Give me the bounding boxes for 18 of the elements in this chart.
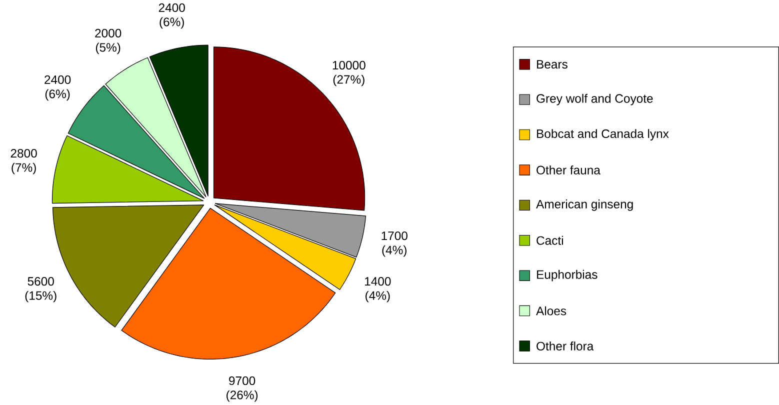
data-label: 1700 (4%) — [382, 231, 408, 257]
legend-label: Grey wolf and Coyote — [536, 94, 653, 106]
data-label: 10000 (27%) — [332, 60, 366, 86]
legend-label: Aloes — [536, 306, 566, 316]
data-label: 2400 (6%) — [44, 75, 71, 101]
data-label: 5600 (15%) — [25, 276, 56, 302]
legend-label: Euphorbias — [537, 270, 598, 282]
legend-label: Other flora — [536, 341, 594, 350]
legend-label: Bears — [537, 60, 568, 69]
legend-label: American ginseng — [536, 199, 633, 211]
legend-label: Bobcat and Canada lynx — [537, 129, 669, 140]
legend-label: Cacti — [536, 236, 563, 245]
legend-label: Other fauna — [536, 165, 600, 174]
data-label: 9700 (26%) — [226, 376, 258, 402]
data-label: 1400 (4%) — [365, 276, 391, 302]
data-label: 2400 (6%) — [158, 3, 185, 29]
data-label: 2000 (5%) — [95, 28, 122, 54]
data-label: 2800 (7%) — [10, 148, 37, 174]
